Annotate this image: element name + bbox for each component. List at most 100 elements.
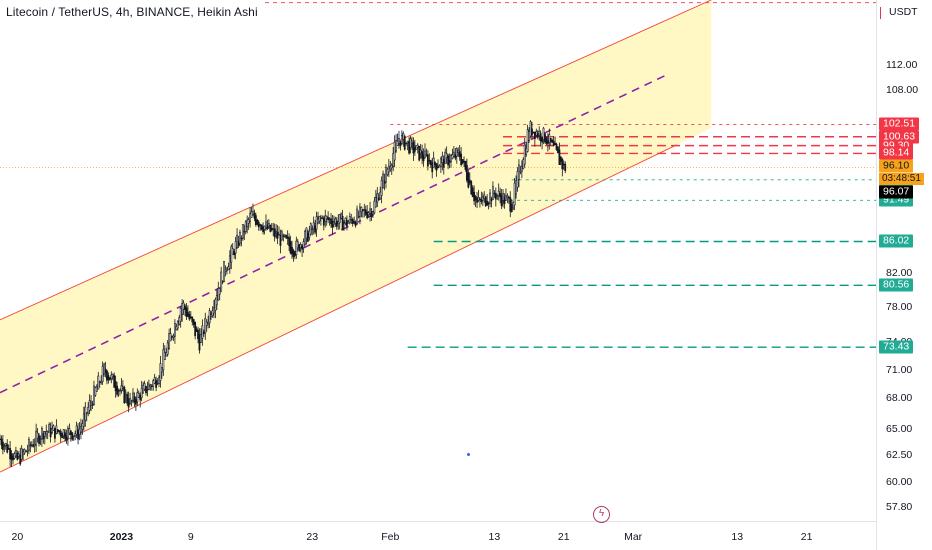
candle-body — [74, 433, 77, 437]
price-tick-label: 108.00 — [886, 83, 919, 96]
candle-body — [61, 433, 64, 439]
candle-body — [461, 159, 464, 164]
candle-body — [56, 429, 59, 432]
candle-body — [457, 150, 460, 153]
candle-body — [16, 452, 19, 460]
candle-body — [90, 401, 92, 406]
candle-body — [272, 228, 275, 230]
candle-body — [93, 385, 95, 405]
price-tick-label: 60.00 — [886, 476, 913, 489]
bar-countdown: 03:48:51 — [879, 172, 924, 185]
candle-body — [134, 399, 137, 405]
candle-body — [22, 451, 25, 455]
candle-body — [254, 215, 257, 225]
candle-body — [49, 427, 52, 438]
candle-body — [320, 217, 322, 219]
candle-body — [59, 430, 62, 437]
candle-body — [214, 299, 217, 311]
event-dot[interactable] — [467, 453, 470, 456]
candle-body — [429, 160, 432, 166]
candle-body — [451, 154, 454, 159]
candle-body — [364, 209, 367, 215]
candle-body — [444, 151, 447, 164]
candle-body — [483, 194, 486, 200]
candle-body — [354, 221, 357, 226]
candle-body — [523, 144, 526, 165]
candle-body — [418, 145, 421, 161]
candle-body — [493, 192, 496, 195]
candle-body — [211, 310, 214, 317]
candle-body — [496, 194, 499, 197]
alert-marker[interactable] — [880, 7, 881, 19]
time-tick-label: 21 — [800, 531, 813, 543]
candle-body — [309, 223, 312, 235]
candle-body — [370, 211, 373, 217]
candle-body — [64, 432, 66, 439]
candle-body — [308, 230, 311, 238]
candle-body — [544, 133, 546, 143]
candle-body — [98, 381, 101, 384]
candle-body — [406, 140, 409, 144]
candle-body — [67, 427, 69, 439]
time-tick-label: Mar — [624, 531, 643, 543]
candle-body — [10, 453, 13, 460]
candle-body — [253, 212, 256, 219]
candle-body — [447, 155, 450, 166]
candle-body — [286, 236, 289, 239]
price-tick-label: 65.00 — [886, 422, 913, 435]
candle-body — [82, 413, 85, 427]
candle-body — [213, 307, 215, 314]
candle-body — [386, 169, 389, 175]
candle-body — [110, 374, 113, 380]
candle-body — [533, 131, 536, 140]
candle-body — [87, 406, 90, 414]
candle-body — [347, 221, 350, 224]
candle-body — [536, 133, 539, 138]
candle-body — [389, 166, 392, 170]
candle-body — [393, 141, 396, 161]
candle-body — [113, 375, 116, 388]
candle-body — [188, 313, 191, 320]
candle-body — [554, 143, 556, 146]
candle-body — [36, 432, 39, 439]
candle-body — [351, 219, 354, 224]
channel-upper-line — [0, 0, 712, 321]
candle-body — [562, 163, 565, 166]
candle-body — [136, 392, 139, 403]
candle-body — [146, 389, 149, 391]
candle-body — [531, 128, 533, 136]
candle-body — [516, 171, 519, 188]
candle-body — [535, 131, 538, 136]
candle-body — [0, 438, 1, 441]
candle-body — [208, 310, 211, 324]
candle-body — [233, 251, 236, 256]
candle-body — [54, 427, 56, 439]
candle-body — [546, 140, 549, 145]
candle-body — [405, 142, 408, 144]
candle-body — [361, 209, 364, 211]
candle-body — [15, 450, 17, 457]
channel-mid-line — [0, 73, 669, 394]
crosshair-price-tag: 96.07 — [879, 185, 914, 199]
candle-body — [487, 202, 490, 205]
candle-body — [121, 386, 124, 389]
currency-unit[interactable]: USDT — [889, 6, 918, 18]
candle-body — [243, 231, 246, 233]
candle-body — [442, 159, 445, 168]
candle-body — [403, 136, 406, 150]
candle-body — [114, 381, 117, 392]
candle-body — [244, 221, 247, 233]
candle-body — [366, 211, 369, 218]
lightning-icon[interactable]: ϟ — [593, 506, 610, 523]
candle-body — [215, 294, 218, 306]
candle-body — [486, 200, 489, 206]
support-price-tag: 86.02 — [879, 234, 914, 248]
candle-body — [421, 151, 423, 159]
price-tick-label: 68.00 — [886, 392, 913, 405]
candle-body — [20, 448, 23, 460]
candle-body — [283, 234, 286, 237]
candle-body — [210, 314, 212, 318]
candle-body — [9, 448, 12, 460]
